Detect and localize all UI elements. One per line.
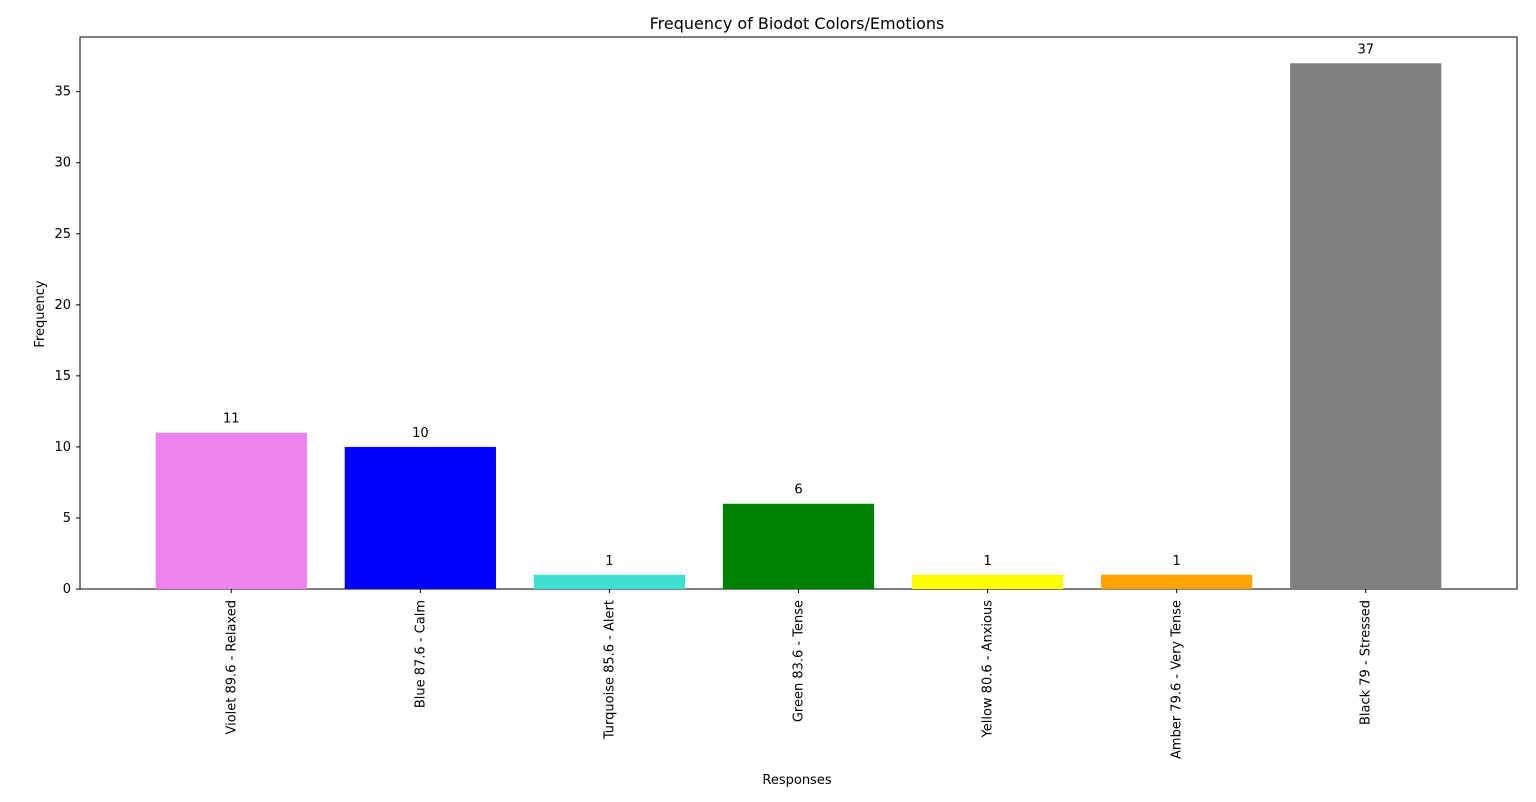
y-tick-label-1: 0: [63, 582, 71, 597]
data-label-7: 37: [1357, 42, 1374, 57]
data-label-6: 1: [1173, 554, 1181, 569]
x-tick-label-3: Turquoise 85.6 - Alert: [602, 600, 617, 740]
y-tick-label-5: 20: [54, 298, 71, 313]
chart-title: Frequency of Biodot Colors/Emotions: [650, 14, 945, 33]
y-axis-label: Frequency: [33, 280, 48, 347]
y-tick-label-8: 35: [54, 85, 71, 100]
x-axis-label: Responses: [762, 773, 831, 788]
bar-5: [911, 574, 1064, 589]
bar-2: [344, 446, 496, 589]
data-label-2: 10: [412, 426, 429, 441]
x-tick-label-7: Black 79 - Stressed: [1359, 600, 1374, 725]
y-tick-label-3: 10: [54, 440, 71, 455]
x-tick-label-6: Amber 79.6 - Very Tense: [1170, 600, 1185, 759]
x-tick-label-1: Violet 89.6 - Relaxed: [224, 600, 239, 734]
bar-4: [722, 503, 875, 589]
data-label-1: 11: [223, 412, 240, 427]
data-label-4: 6: [794, 483, 802, 498]
y-tick-label-6: 25: [54, 227, 71, 242]
y-tick-label-2: 5: [63, 511, 71, 526]
data-label-3: 1: [605, 554, 613, 569]
x-tick-label-2: Blue 87.6 - Calm: [413, 600, 428, 708]
bar-6: [1101, 574, 1253, 589]
x-tick-label-5: Yellow 80.6 - Anxious: [981, 600, 996, 739]
y-tick-label-7: 30: [54, 156, 71, 171]
bar-1: [155, 432, 307, 589]
y-tick-label-4: 15: [54, 369, 71, 384]
data-label-5: 1: [983, 554, 991, 569]
bar-7: [1290, 63, 1442, 590]
x-tick-label-4: Green 83.6 - Tense: [792, 600, 807, 722]
bar-3: [533, 574, 686, 589]
